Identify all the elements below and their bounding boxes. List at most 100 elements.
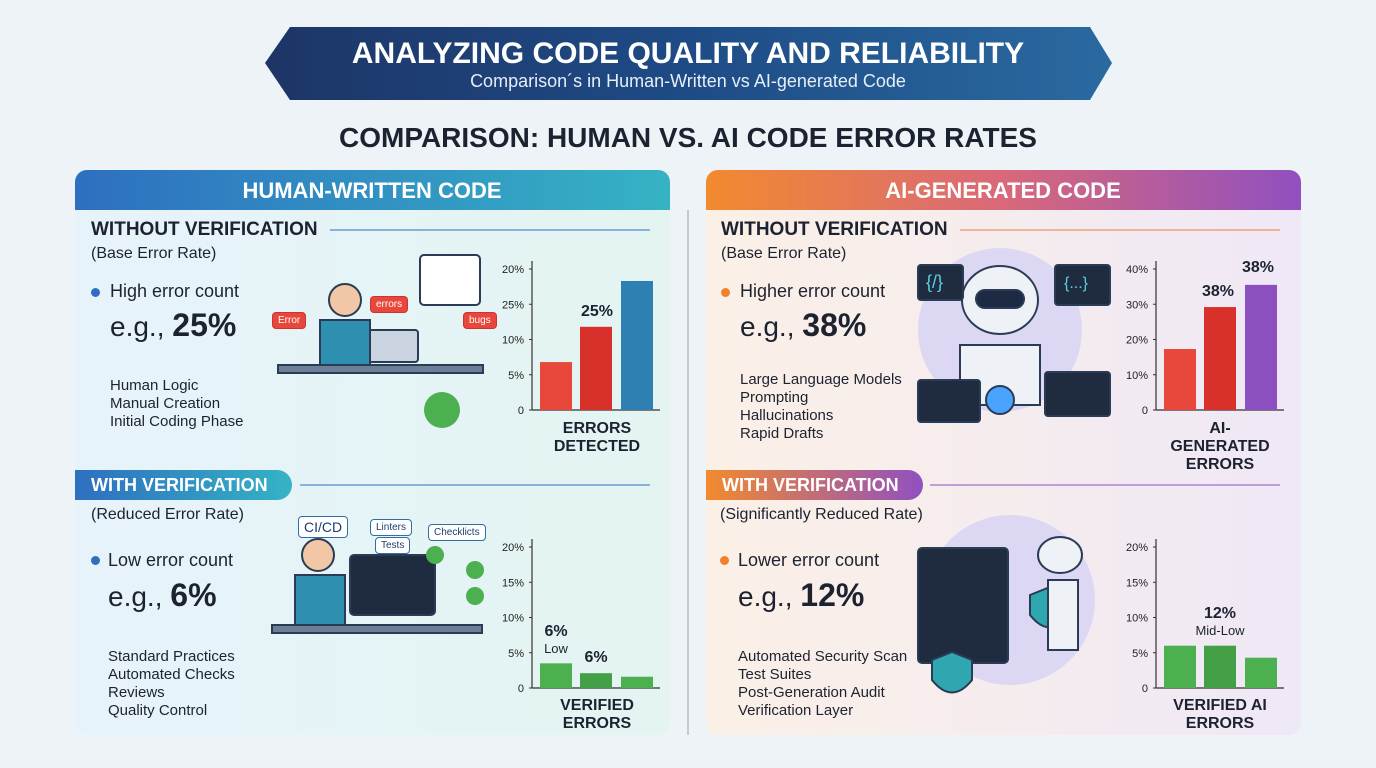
item: Large Language Models [740,371,902,388]
y-tick-label: 15% [502,577,524,589]
y-tick-label: 5% [508,648,524,660]
example: e.g., 38% [740,307,866,344]
example-prefix: e.g., [110,311,165,342]
item: Quality Control [108,702,208,719]
example: e.g., 12% [738,577,864,614]
bar [621,280,653,410]
bar [1164,349,1196,410]
bar [540,663,572,688]
example-value: 12% [800,577,865,613]
tag: Error [272,312,307,329]
section-subtitle: (Base Error Rate) [91,245,217,262]
section-title: WITHOUT VERIFICATION [91,219,318,240]
bullet-dot [720,556,729,565]
illustration [271,248,1111,694]
item: Automated Checks [108,666,235,683]
panel-title: HUMAN-WRITTEN CODE [242,178,501,203]
y-tick-label: 10% [502,335,524,347]
y-tick-label: 0 [1142,683,1148,695]
tag: CI/CD [298,516,349,538]
annotation: 6% [584,649,607,666]
chart-xlabel: VERIFIED ERRORS [560,697,634,732]
item: Human Logic [110,377,199,394]
bar [540,362,572,410]
annotation: Low [544,641,568,656]
example-prefix: e.g., [740,311,795,342]
items: Large Language Models Prompting Hallucinat… [740,371,902,443]
y-tick-label: 20% [502,264,524,276]
items: Human Logic Manual Creation Initial Coding… [110,377,243,431]
tag: Linters [370,519,413,536]
y-tick-label: 15% [1126,577,1148,589]
items: Standard Practices Automated Checks Review… [108,648,235,720]
bar [1164,645,1196,688]
annotation: Mid-Low [1195,623,1245,638]
bullet: High error count [110,281,240,301]
bullet: Lower error count [738,550,880,570]
tag: Checklicts [428,524,486,541]
section-subtitle: (Base Error Rate) [721,245,847,262]
bullet-dot [721,288,730,297]
y-tick-label: 5% [1132,648,1148,660]
tag: Tests [375,537,411,554]
y-tick-label: 20% [1126,335,1148,347]
example-value: 25% [172,307,237,343]
items: Automated Security Scan Test Suites Post-G… [738,648,907,720]
ai-panel [706,170,1301,735]
section-title: WITH VERIFICATION [706,470,923,500]
example-value: 38% [802,307,867,343]
title: ANALYZING CODE QUALITY AND RELIABILITY [352,37,1024,70]
heading: COMPARISON: HUMAN VS. AI CODE ERROR RATE… [339,122,1037,153]
bullet-dot [91,288,100,297]
y-tick-label: 0 [518,683,524,695]
bar [1204,645,1236,688]
chart-xlabel: ERRORS DETECTED [553,420,641,455]
y-tick-label: 5% [508,370,524,382]
item: Verification Layer [738,702,854,719]
item: Manual Creation [110,395,221,412]
y-tick-label: 10% [1126,370,1148,382]
human-panel [75,170,670,735]
section-subtitle: (Reduced Error Rate) [91,506,244,523]
tag: bugs [463,312,497,329]
bullet-dot [91,556,100,565]
bar [1245,657,1277,688]
subtitle: Comparison´s in Human-Written vs AI-gene… [470,71,906,91]
annotation: 25% [581,303,613,320]
annotation: 6% [544,623,567,640]
item: Automated Security Scan [738,648,908,665]
example: e.g., 25% [110,307,236,344]
chart-xlabel: AI-GENERATED ERRORS [1170,420,1270,473]
item: Test Suites [738,666,812,683]
panel-title: AI-GENERATED CODE [885,178,1121,203]
section-title: WITHOUT VERIFICATION [721,219,948,240]
example-value: 6% [170,577,217,613]
bullet: Higher error count [740,281,886,301]
section-subtitle: (Significantly Reduced Rate) [720,506,923,523]
y-tick-label: 20% [1126,542,1148,554]
y-tick-label: 10% [502,613,524,625]
y-tick-label: 0 [518,405,524,417]
chart-xlabel: VERIFIED AI ERRORS [1173,697,1267,732]
ai-header [706,170,1301,210]
human-header [75,170,670,210]
example-prefix: e.g., [738,581,793,612]
bar [1245,284,1277,410]
annotation: 38% [1202,283,1234,300]
item: Prompting [740,389,809,406]
y-tick-label: 30% [1126,299,1148,311]
item: Initial Coding Phase [110,413,244,430]
tag: errors [370,296,409,313]
item: Post-Generation Audit [738,684,885,701]
banner [265,27,1112,100]
item: Hallucinations [740,407,834,424]
bullet: Low error count [108,550,234,570]
annotation: 38% [1242,259,1274,276]
bar [621,676,653,688]
y-tick-label: 25% [502,299,524,311]
bar [1204,307,1236,410]
tag: {/} [926,272,944,292]
item: Reviews [108,684,165,701]
